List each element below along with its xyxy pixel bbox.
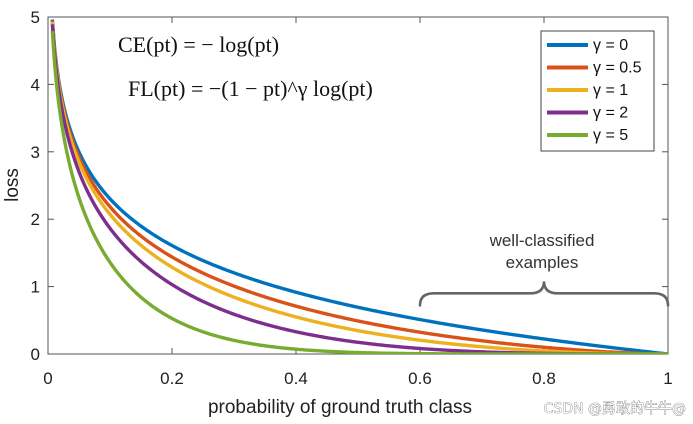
formula-ce: CE(pt) = − log(pt): [118, 32, 279, 57]
annotation-well-classified: well-classified examples: [418, 231, 670, 307]
watermark: CSDN @勇敢的牛牛@: [544, 401, 686, 417]
y-tick-label: 4: [31, 75, 40, 94]
x-tick-label: 1: [663, 369, 672, 388]
x-tick-label: 0: [43, 369, 52, 388]
series-line-gamma-0: [50, 19, 668, 354]
annotation-line-2: examples: [506, 253, 579, 272]
x-tick-label: 0.8: [532, 369, 556, 388]
x-axis: 0 0.2 0.4 0.6 0.8 1: [43, 17, 673, 388]
annotation-line-1: well-classified: [489, 231, 595, 250]
x-tick-label: 0.6: [408, 369, 432, 388]
x-tick-label: 0.4: [284, 369, 308, 388]
legend-label: γ = 2: [593, 105, 628, 122]
series-line-gamma-0-5: [50, 20, 668, 354]
formula-block: CE(pt) = − log(pt) FL(pt) = −(1 − pt)^γ …: [118, 32, 373, 101]
series-line-gamma-5: [50, 30, 668, 354]
annotation-brace: [418, 281, 670, 307]
y-tick-label: 3: [31, 143, 40, 162]
legend-label: γ = 1: [593, 82, 628, 99]
legend-label: γ = 0: [593, 37, 628, 54]
y-tick-label: 0: [31, 345, 40, 364]
y-tick-label: 5: [31, 8, 40, 27]
x-tick-label: 0.2: [160, 369, 184, 388]
legend: γ = 0 γ = 0.5 γ = 1 γ = 2 γ = 5: [540, 30, 655, 152]
formula-fl: FL(pt) = −(1 − pt)^γ log(pt): [128, 76, 373, 101]
legend-label: γ = 0.5: [593, 60, 642, 77]
legend-label: γ = 5: [593, 127, 628, 144]
y-tick-label: 1: [31, 278, 40, 297]
y-tick-label: 2: [31, 210, 40, 229]
series-group: [50, 19, 668, 354]
y-axis-title: loss: [2, 168, 23, 202]
x-axis-title: probability of ground truth class: [208, 397, 472, 418]
y-axis: 0 1 2 3 4 5: [31, 8, 668, 364]
